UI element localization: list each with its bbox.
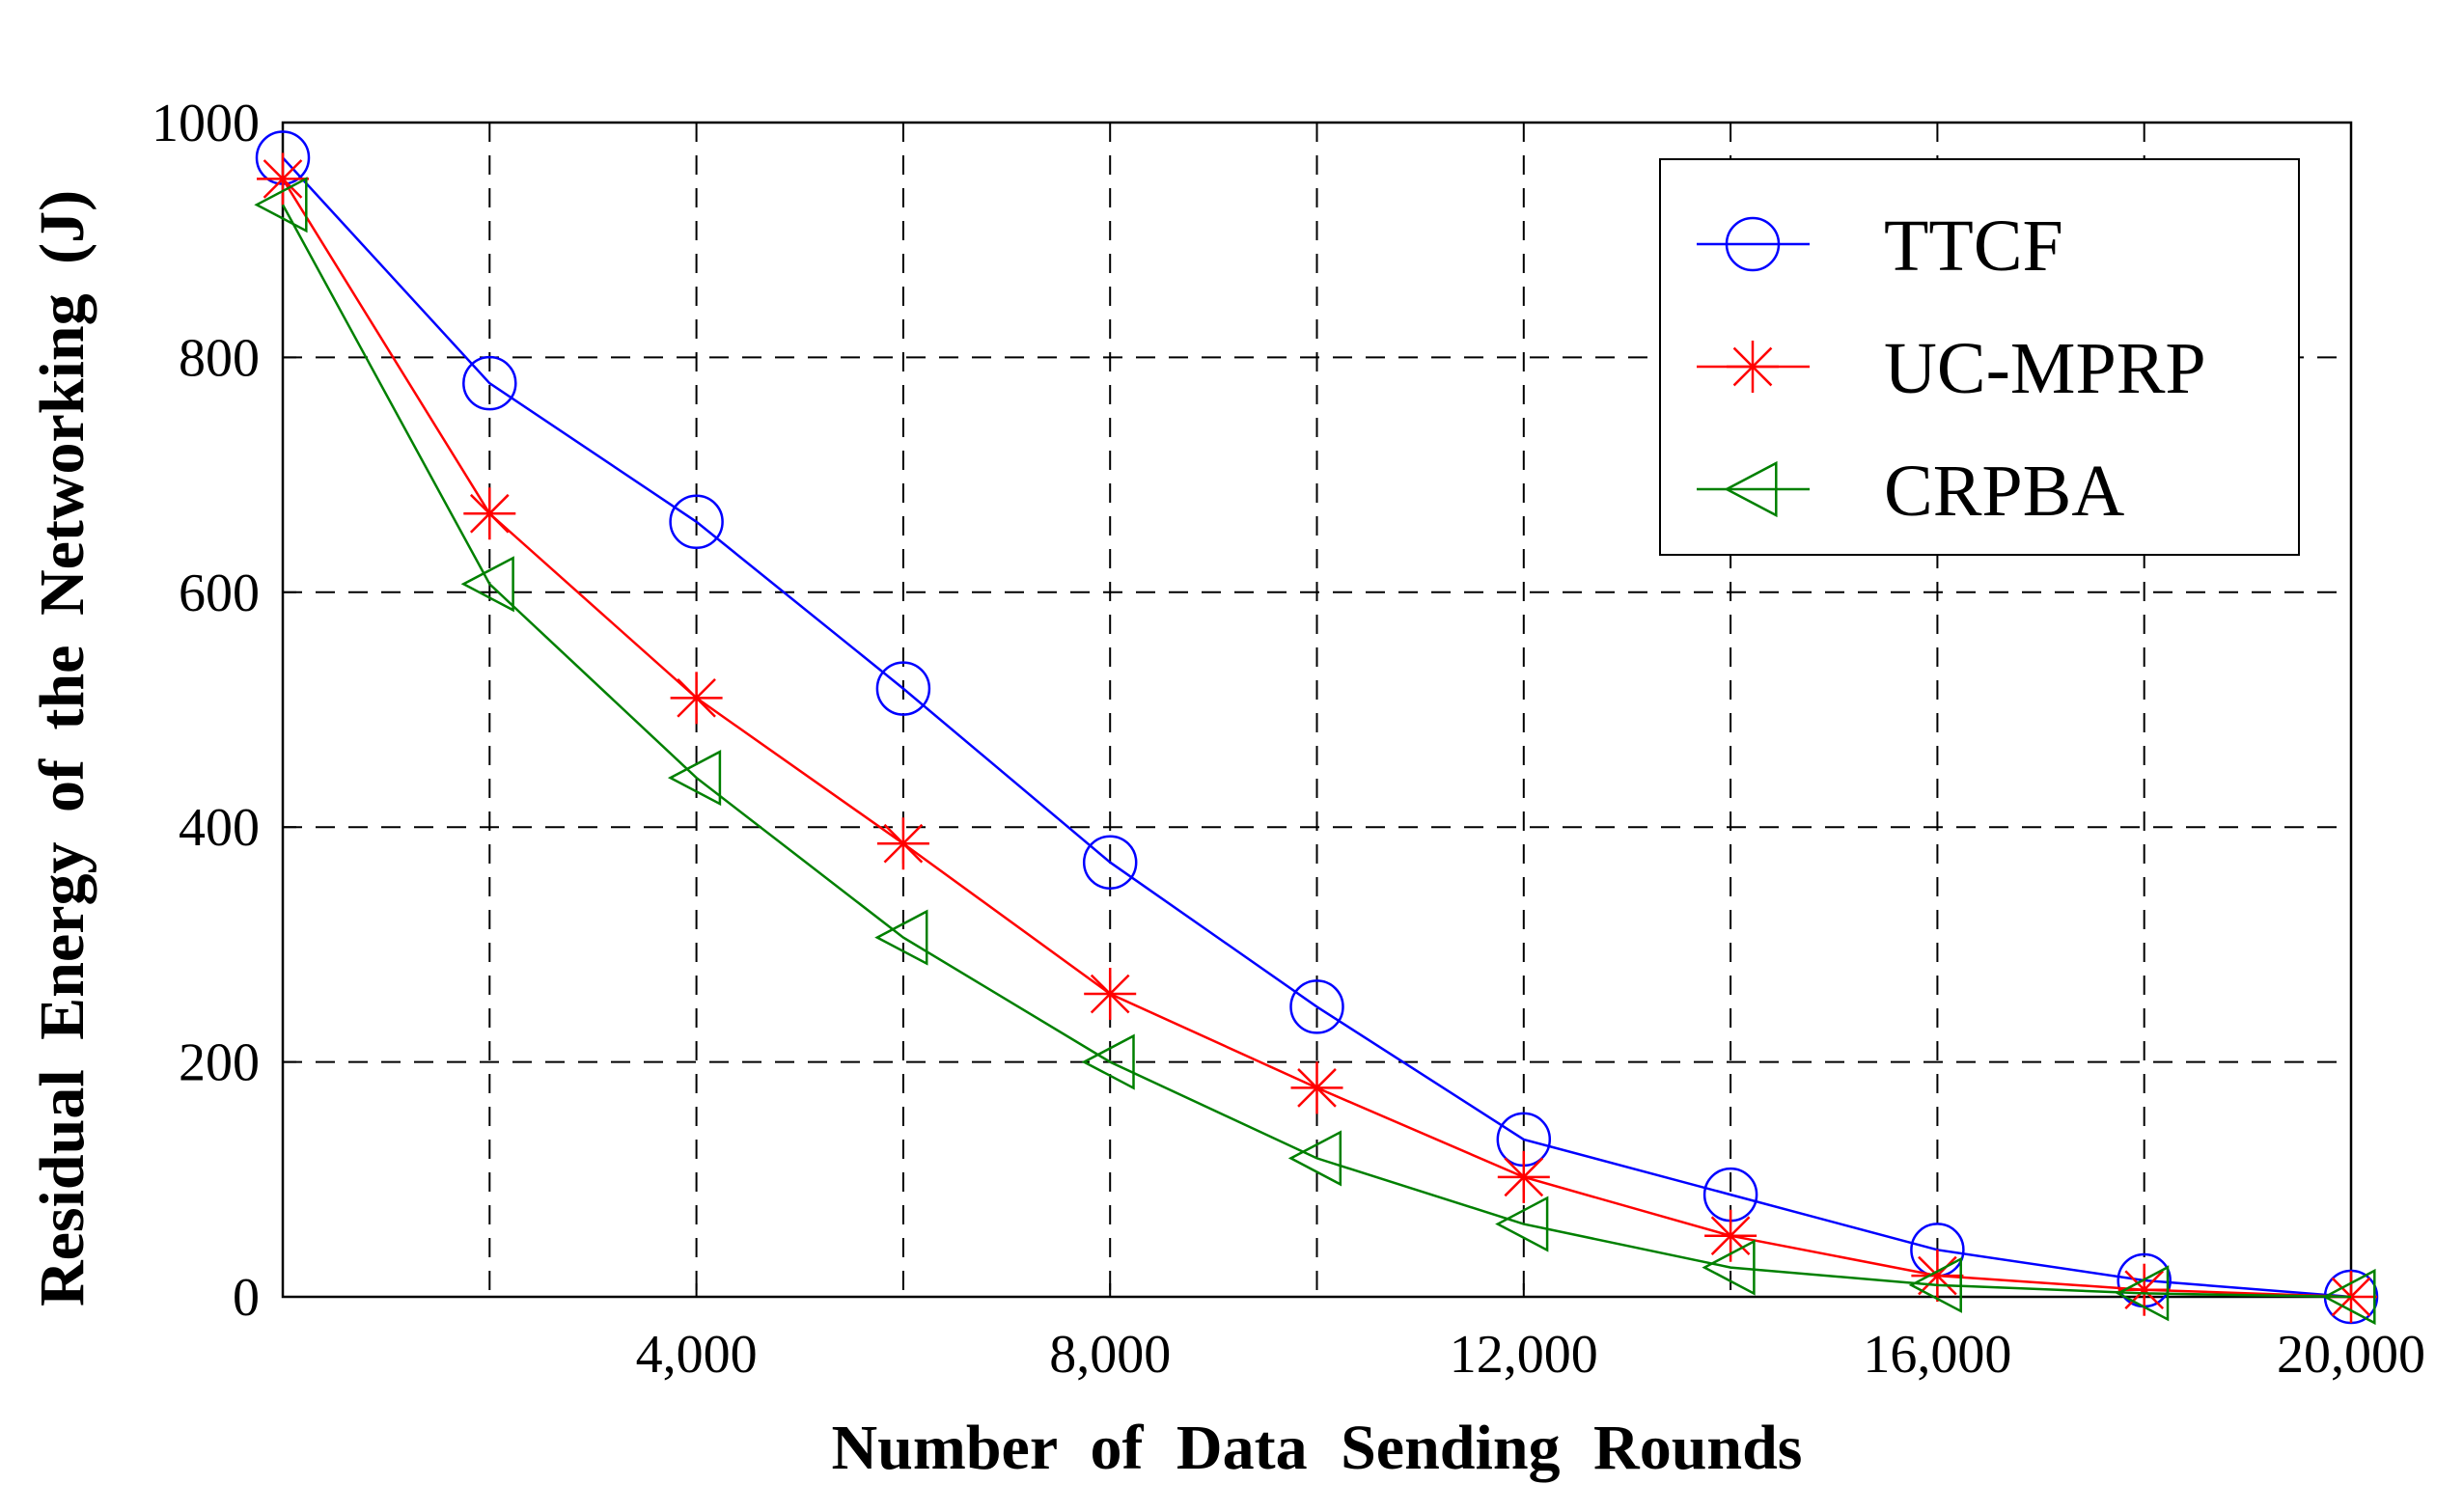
x-tick-label: 20,000	[2277, 1325, 2425, 1385]
x-tick-label: 8,000	[1049, 1325, 1171, 1385]
data-point-uc-mprp	[463, 487, 516, 540]
y-tick-label: 0	[233, 1268, 260, 1328]
data-point-uc-mprp	[670, 672, 723, 725]
series-ttcf	[255, 130, 2379, 1325]
data-point-uc-mprp	[1497, 1150, 1550, 1203]
marker-stroke	[1297, 1068, 1337, 1108]
legend-entry-uc-mprp: UC-MPRP	[1697, 328, 2206, 409]
marker-stroke	[2124, 1270, 2165, 1310]
legend-entry-crpba: CRPBA	[1697, 451, 2124, 532]
y-tick-label: 1000	[152, 94, 260, 153]
plot-area-frame	[281, 121, 2353, 1299]
x-tick-label: 16,000	[1863, 1325, 2011, 1385]
data-point-uc-mprp	[876, 817, 929, 870]
y-tick-label: 600	[179, 564, 260, 623]
legend-marker-ttcf	[1725, 216, 1781, 272]
marker-stroke	[263, 159, 303, 199]
data-point-ttcf	[462, 355, 517, 411]
marker-stroke	[1504, 1157, 1544, 1197]
series-line-ttcf	[282, 156, 2352, 1299]
y-tick-label: 400	[179, 798, 260, 858]
data-point-crpba	[1081, 1033, 1135, 1090]
series-line-crpba	[281, 204, 2352, 1299]
data-point-crpba	[1287, 1130, 1342, 1187]
legend-entry-ttcf: TTCF	[1697, 206, 2063, 287]
data-point-crpba	[2322, 1268, 2376, 1326]
y-axis-title: Residual Energy of the Networking (J)	[27, 190, 97, 1306]
data-point-crpba	[2116, 1265, 2170, 1322]
legend-label-crpba: CRPBA	[1884, 451, 2124, 532]
x-tick-label: 4,000	[636, 1325, 758, 1385]
marker-stroke	[677, 678, 716, 718]
marker-stroke	[1918, 1255, 1957, 1296]
data-point-crpba	[1702, 1239, 1756, 1296]
marker-stroke	[1710, 1216, 1751, 1256]
series-uc-mprp	[257, 152, 2377, 1323]
legend-label-ttcf: TTCF	[1884, 206, 2063, 287]
data-point-ttcf	[875, 661, 931, 716]
data-point-uc-mprp	[1911, 1250, 1964, 1303]
marker-stroke	[469, 493, 510, 534]
x-tick-label: 12,000	[1450, 1325, 1598, 1385]
legend-label-uc-mprp: UC-MPRP	[1884, 328, 2206, 409]
series-layer	[254, 130, 2379, 1326]
data-point-uc-mprp	[257, 152, 309, 206]
data-point-uc-mprp	[1290, 1061, 1343, 1114]
marker-stroke	[1090, 974, 1130, 1014]
marker-stroke	[1732, 346, 1773, 387]
y-tick-label: 200	[179, 1033, 260, 1093]
data-point-crpba	[1908, 1256, 1962, 1313]
legend: TTCF UC-MPRP CRPBA	[1659, 158, 2300, 556]
data-point-uc-mprp	[1084, 968, 1137, 1021]
data-point-crpba	[460, 556, 514, 613]
y-tick-label: 800	[179, 328, 260, 388]
data-point-ttcf	[1289, 979, 1344, 1034]
grid	[283, 123, 2351, 1297]
data-point-ttcf	[1082, 835, 1138, 890]
marker-stroke	[883, 823, 924, 864]
data-point-crpba	[1495, 1196, 1549, 1252]
x-axis-title: Number of Data Sending Rounds	[832, 1413, 1803, 1483]
legend-marker-uc-mprp	[1727, 341, 1779, 393]
axis-ticks: 4,000 8,000 12,000 16,000 20,000 0 200 400 600 80…	[152, 94, 2425, 1385]
legend-marker-crpba	[1724, 460, 1778, 518]
data-point-crpba	[874, 909, 928, 966]
data-point-crpba	[667, 750, 722, 807]
series-crpba	[254, 177, 2376, 1326]
data-point-ttcf	[669, 494, 724, 550]
data-point-crpba	[254, 177, 308, 234]
